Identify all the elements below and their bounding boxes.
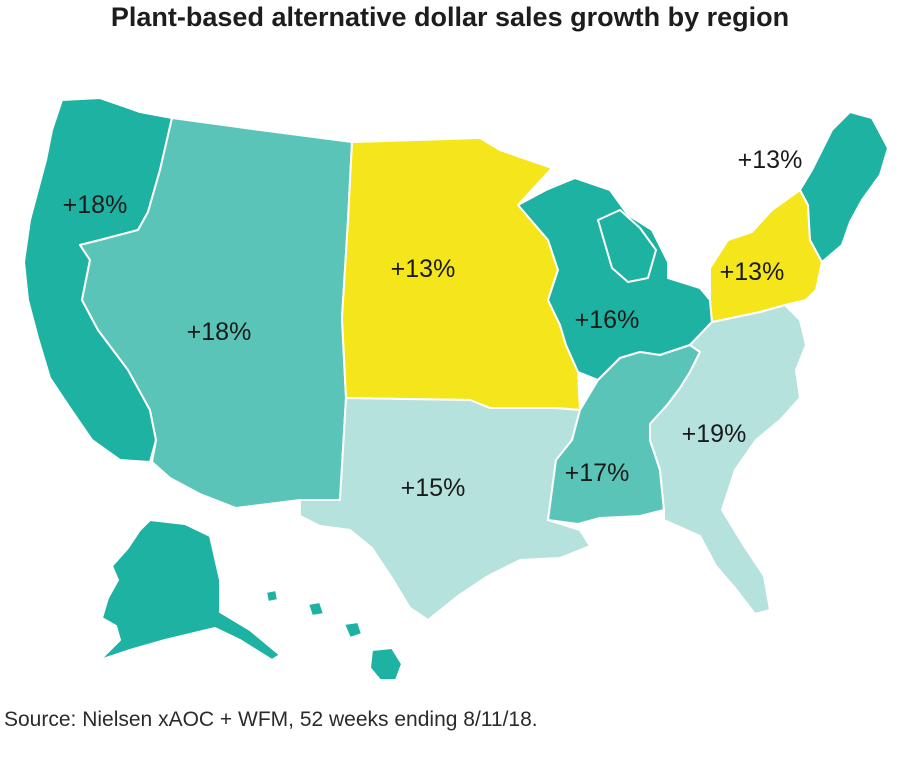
region-michigan-peninsula <box>597 209 657 283</box>
region-new-england <box>799 111 889 263</box>
region-west-north-central <box>341 137 581 411</box>
region-hawaii-oahu <box>307 601 325 617</box>
label-east-north-central: +16% <box>575 306 640 334</box>
source-note: Source: Nielsen xAOC + WFM, 52 weeks end… <box>4 708 538 731</box>
label-middle-atlantic: +13% <box>720 258 785 286</box>
region-hawaii-maui <box>343 621 363 639</box>
label-pacific: +18% <box>63 191 128 219</box>
region-hawaii-kauai <box>265 589 279 603</box>
region-alaska <box>99 519 281 661</box>
map-title: Plant-based alternative dollar sales gro… <box>110 2 790 32</box>
label-west-north-central: +13% <box>391 255 456 283</box>
region-south-atlantic <box>649 304 807 615</box>
label-south-atlantic: +19% <box>682 420 747 448</box>
label-east-south-central: +17% <box>565 459 630 487</box>
label-west-south-central: +15% <box>401 474 466 502</box>
region-west-south-central <box>299 397 591 621</box>
region-hawaii-big <box>369 647 403 681</box>
label-new-england: +13% <box>738 146 803 174</box>
region-middle-atlantic <box>709 189 823 323</box>
label-mountain: +18% <box>187 318 252 346</box>
